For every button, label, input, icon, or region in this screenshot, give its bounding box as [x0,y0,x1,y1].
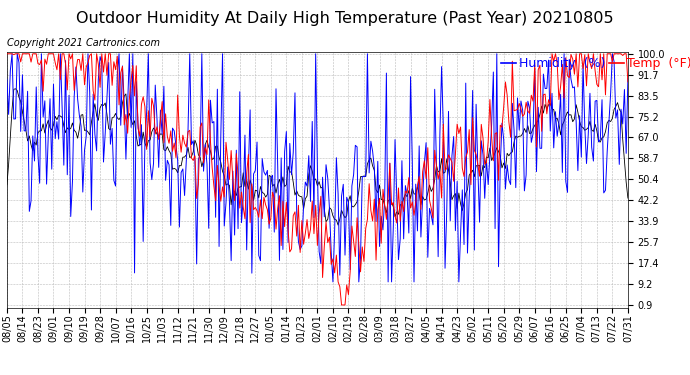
Text: Copyright 2021 Cartronics.com: Copyright 2021 Cartronics.com [7,38,160,48]
Text: Outdoor Humidity At Daily High Temperature (Past Year) 20210805: Outdoor Humidity At Daily High Temperatu… [76,11,614,26]
Legend: Humidity  (%), Temp  (°F): Humidity (%), Temp (°F) [497,53,690,75]
